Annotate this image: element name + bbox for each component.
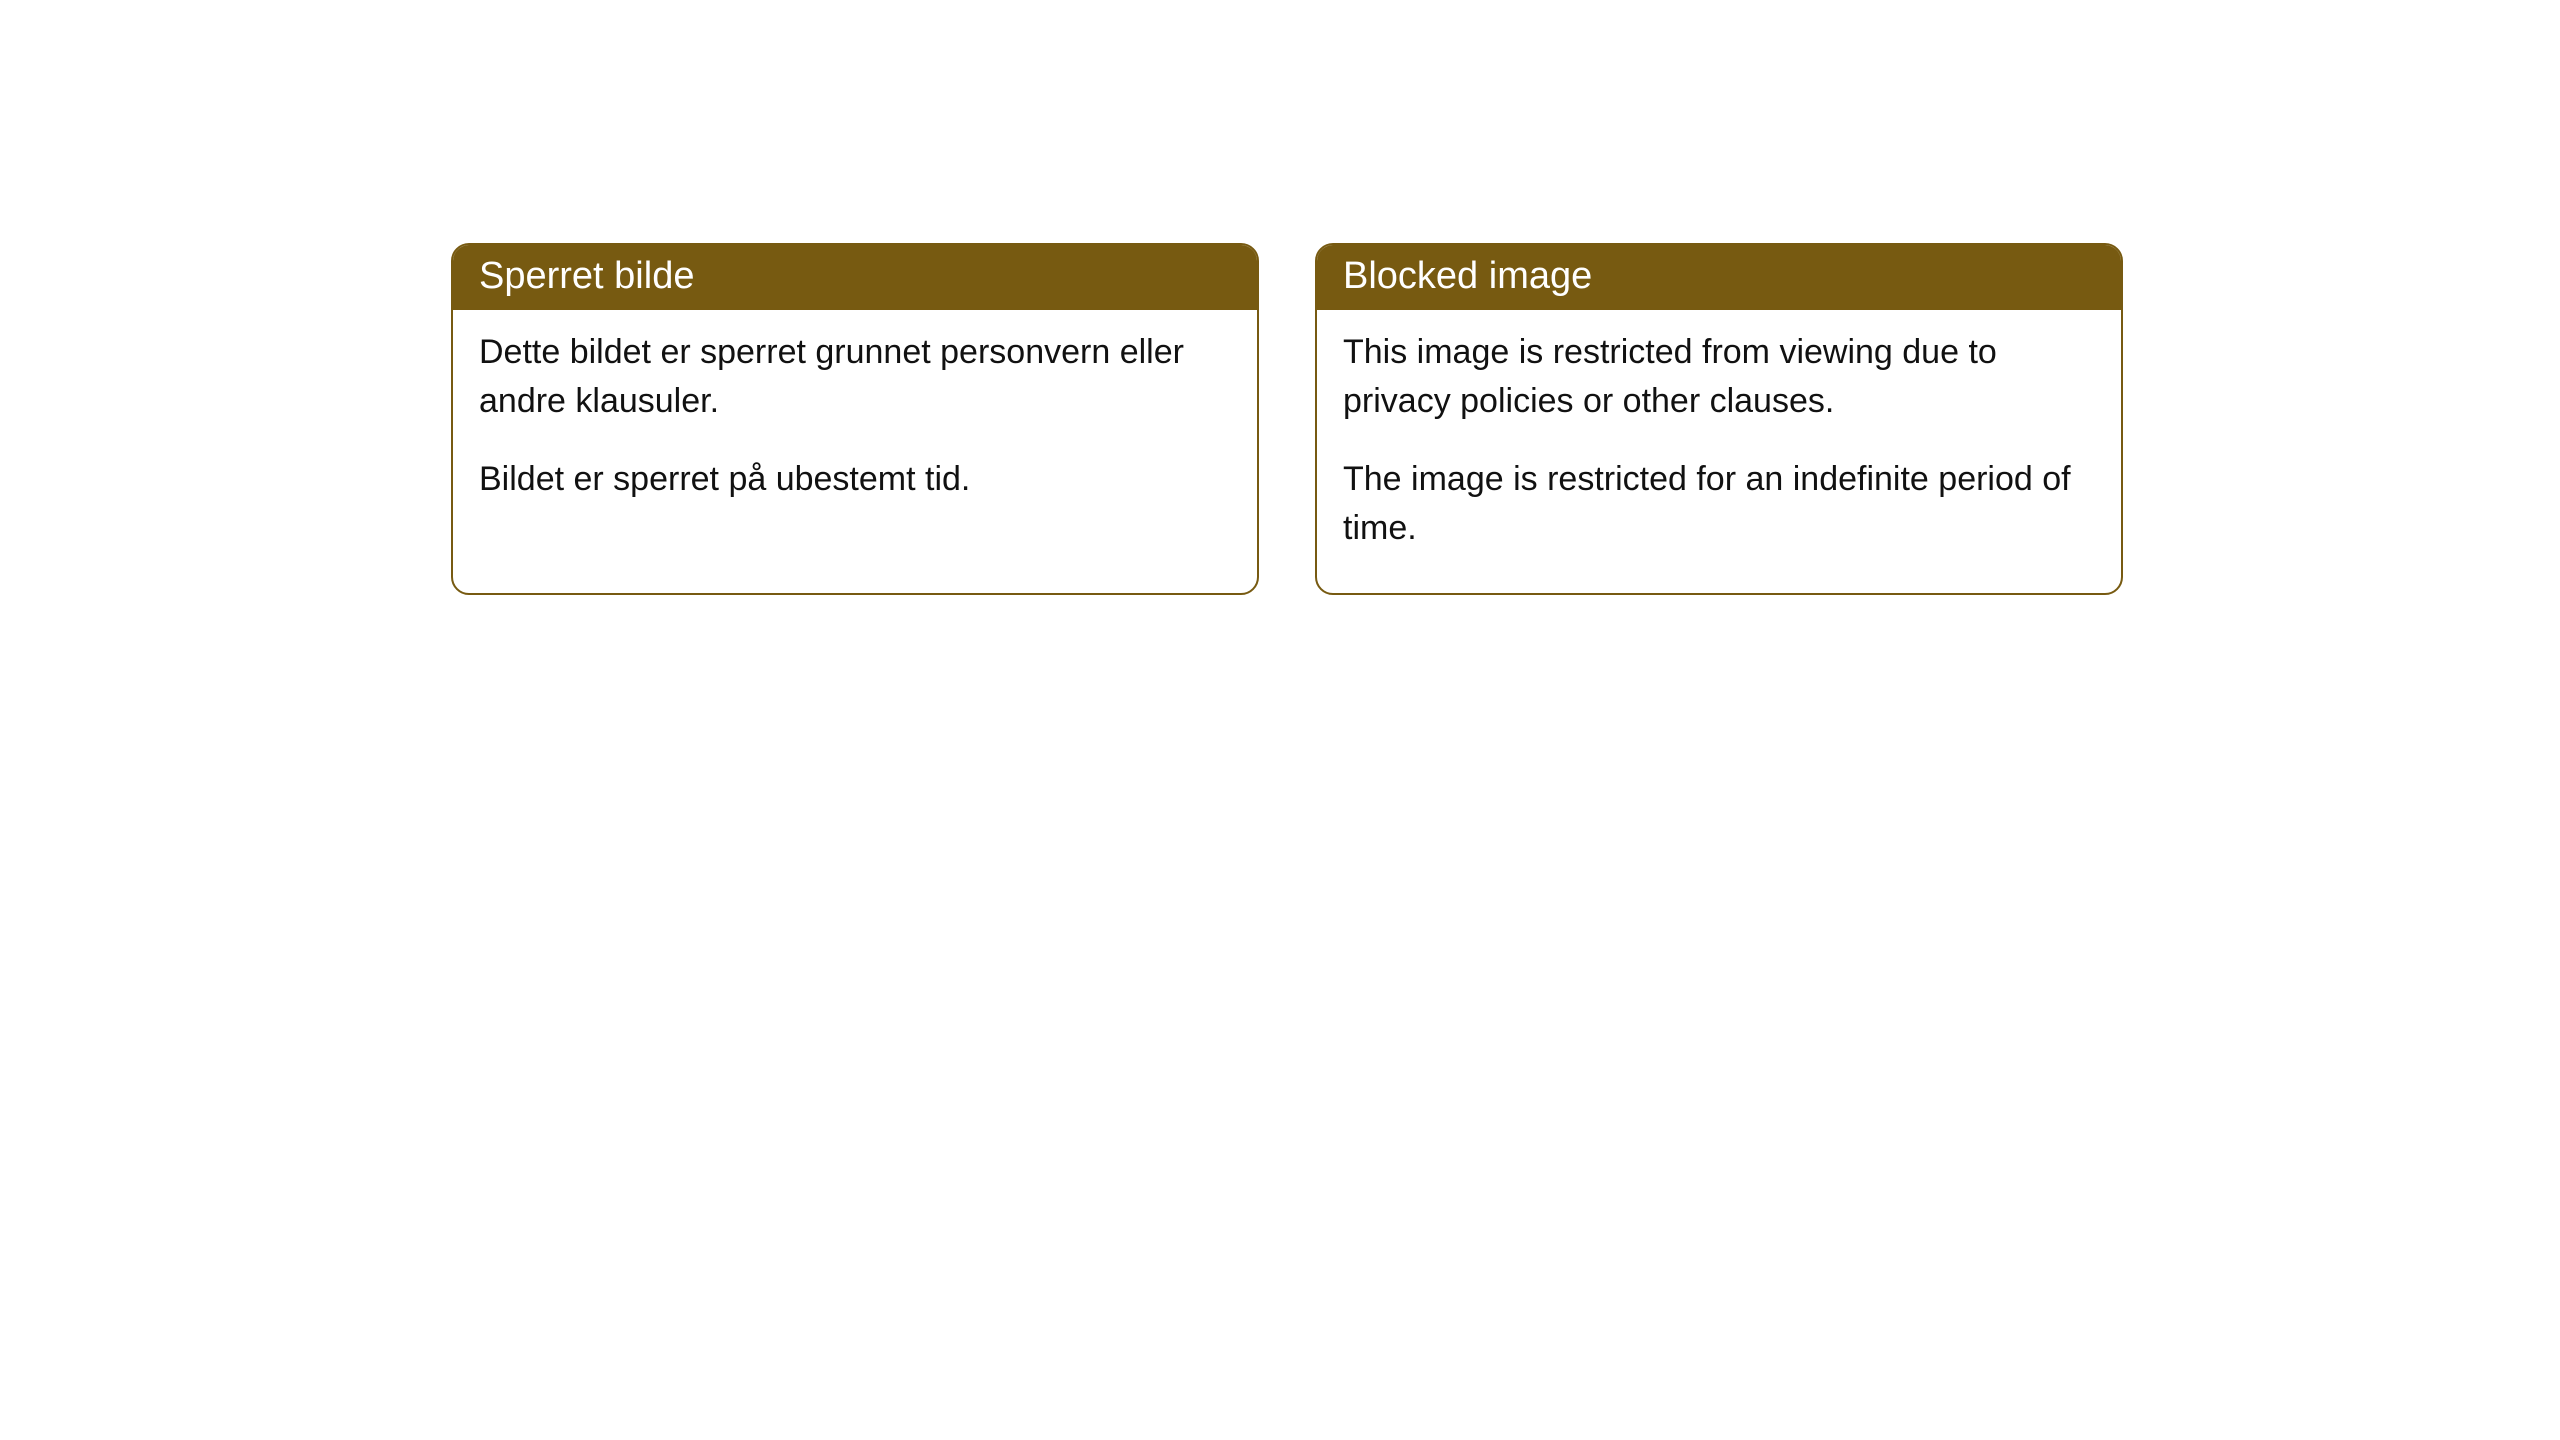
card-english: Blocked image This image is restricted f… — [1315, 243, 2123, 595]
card-paragraph: This image is restricted from viewing du… — [1343, 328, 2095, 427]
card-paragraph: The image is restricted for an indefinit… — [1343, 455, 2095, 554]
card-header-english: Blocked image — [1317, 245, 2121, 310]
card-body-norwegian: Dette bildet er sperret grunnet personve… — [453, 310, 1257, 544]
card-body-english: This image is restricted from viewing du… — [1317, 310, 2121, 593]
cards-container: Sperret bilde Dette bildet er sperret gr… — [0, 0, 2560, 595]
card-paragraph: Bildet er sperret på ubestemt tid. — [479, 455, 1231, 504]
card-norwegian: Sperret bilde Dette bildet er sperret gr… — [451, 243, 1259, 595]
card-paragraph: Dette bildet er sperret grunnet personve… — [479, 328, 1231, 427]
card-header-norwegian: Sperret bilde — [453, 245, 1257, 310]
